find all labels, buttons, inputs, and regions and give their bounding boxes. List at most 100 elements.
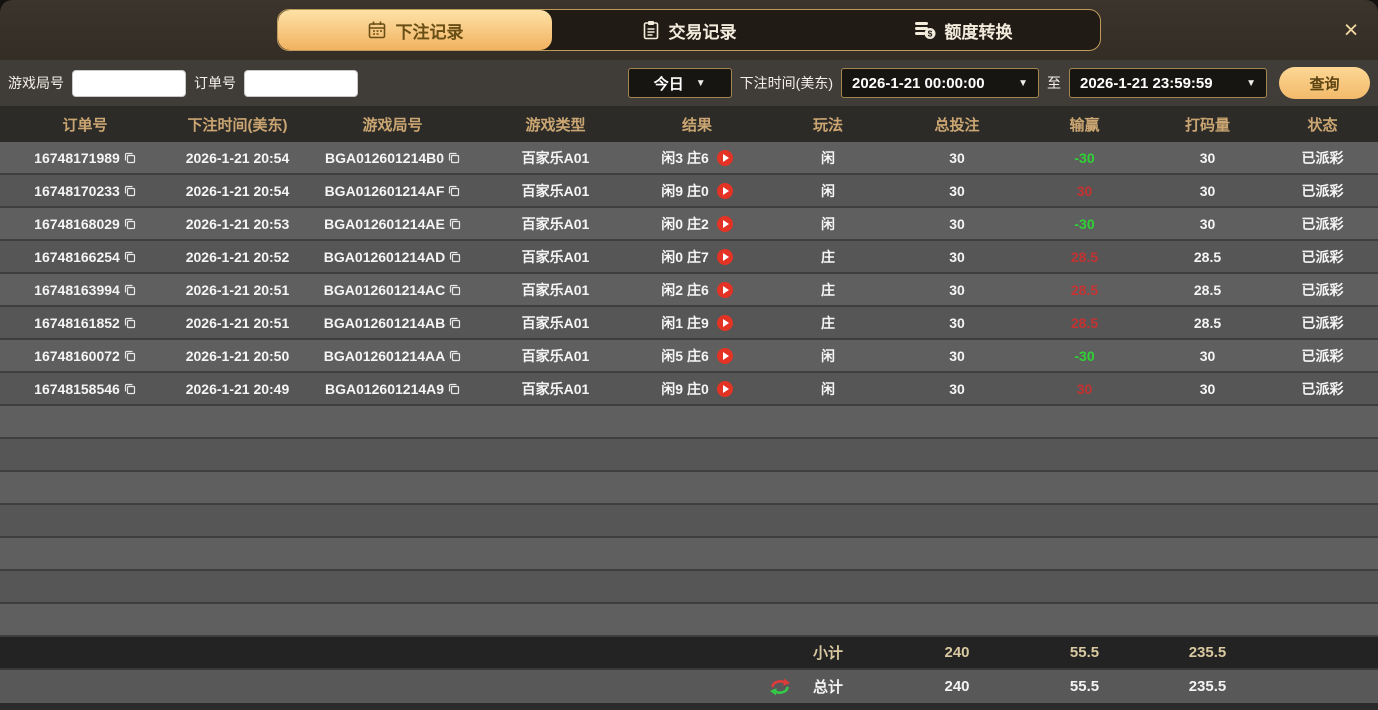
query-button[interactable]: 查询 — [1279, 67, 1370, 99]
round-no: BGA012601214AE — [324, 215, 445, 232]
win-loss: 28.5 — [1070, 248, 1099, 265]
result-text: 闲3 庄6 — [661, 149, 709, 166]
copy-icon[interactable] — [124, 383, 136, 395]
copy-icon[interactable] — [124, 251, 136, 263]
play-icon[interactable] — [716, 281, 733, 298]
tab-bet-records[interactable]: 下注记录 — [278, 10, 552, 50]
order-no: 16748171989 — [34, 149, 120, 166]
refresh-icon[interactable] — [769, 677, 791, 696]
copy-icon[interactable] — [448, 383, 460, 395]
win-loss: 30 — [1076, 380, 1093, 397]
status: 已派彩 — [1301, 182, 1344, 199]
time-from-select[interactable]: 2026-1-21 00:00:00 ▼ — [841, 68, 1039, 98]
play-icon[interactable] — [716, 380, 733, 397]
result-text: 闲0 庄2 — [661, 215, 709, 232]
round-no-cell: BGA012601214AB — [305, 307, 480, 338]
copy-icon[interactable] — [449, 350, 461, 362]
svg-text:$: $ — [927, 28, 932, 38]
total-bet: 30 — [949, 149, 965, 166]
order-no: 16748170233 — [34, 182, 120, 199]
play-icon[interactable] — [716, 347, 733, 364]
turnover: 30 — [1199, 215, 1216, 232]
coins-icon: $ — [914, 20, 936, 40]
round-no: BGA012601214AC — [323, 281, 446, 298]
play-icon[interactable] — [716, 149, 733, 166]
column-header-turnover: 打码量 — [1184, 116, 1230, 134]
turnover: 30 — [1199, 149, 1216, 166]
table-row: 16748166254 2026-1-21 20:52 BGA012601214… — [0, 241, 1378, 274]
total-bet: 30 — [949, 347, 965, 364]
result-cell: 闲3 庄6 — [631, 142, 763, 173]
bet-time: 2026-1-21 20:51 — [185, 281, 290, 298]
empty-row — [0, 472, 1378, 505]
column-header-total-bet: 总投注 — [934, 116, 980, 134]
copy-icon[interactable] — [124, 185, 136, 197]
total-bet: 30 — [949, 380, 965, 397]
column-header-result: 结果 — [681, 116, 712, 134]
copy-icon[interactable] — [124, 218, 136, 230]
copy-icon[interactable] — [448, 185, 460, 197]
copy-icon[interactable] — [124, 284, 136, 296]
copy-icon[interactable] — [449, 317, 461, 329]
play-icon[interactable] — [716, 215, 733, 232]
order-no-label: 订单号 — [194, 75, 236, 91]
play-icon[interactable] — [716, 182, 733, 199]
result-cell: 闲0 庄7 — [631, 241, 763, 272]
turnover: 30 — [1199, 380, 1216, 397]
turnover: 28.5 — [1193, 281, 1222, 298]
play-type: 闲 — [821, 215, 835, 232]
result-text: 闲0 庄7 — [661, 248, 709, 265]
calendar-icon — [367, 20, 387, 40]
tab-label: 额度转换 — [944, 22, 1013, 42]
play-icon[interactable] — [716, 314, 733, 331]
total-label: 总计 — [812, 679, 843, 696]
tab-group: 下注记录 交易记录 — [277, 9, 1101, 51]
order-no-cell: 16748170233 — [0, 175, 170, 206]
subtotal-turnover: 235.5 — [1188, 644, 1227, 661]
column-header-play: 玩法 — [812, 116, 843, 134]
tab-transaction-records[interactable]: 交易记录 — [552, 10, 826, 50]
empty-row — [0, 505, 1378, 538]
round-no-cell: BGA012601214AC — [305, 274, 480, 305]
game-round-input[interactable] — [72, 69, 186, 97]
bet-time: 2026-1-21 20:53 — [185, 215, 290, 232]
copy-icon[interactable] — [449, 218, 461, 230]
order-no-cell: 16748161852 — [0, 307, 170, 338]
round-no-cell: BGA012601214AA — [305, 340, 480, 371]
round-no: BGA012601214B0 — [324, 149, 445, 166]
filter-bar: 游戏局号 订单号 今日 ▼ 下注时间(美东) 2026-1-21 00:00:0… — [0, 60, 1378, 106]
table-row: 16748160072 2026-1-21 20:50 BGA012601214… — [0, 340, 1378, 373]
column-header-round-no: 游戏局号 — [362, 116, 423, 134]
time-to-select[interactable]: 2026-1-21 23:59:59 ▼ — [1069, 68, 1267, 98]
game-round-label: 游戏局号 — [8, 75, 64, 91]
table-row: 16748168029 2026-1-21 20:53 BGA012601214… — [0, 208, 1378, 241]
result-text: 闲1 庄9 — [661, 314, 709, 331]
copy-icon[interactable] — [449, 251, 461, 263]
table-header: 订单号 下注时间(美东) 游戏局号 游戏类型 结果 玩法 总投注 输赢 打码量 … — [0, 106, 1378, 142]
close-icon[interactable]: × — [1343, 16, 1359, 44]
order-no-cell: 16748158546 — [0, 373, 170, 404]
empty-row — [0, 604, 1378, 637]
subtotal-row: 小计 240 55.5 235.5 — [0, 637, 1378, 670]
play-icon[interactable] — [716, 248, 733, 265]
tab-label: 交易记录 — [668, 22, 737, 42]
play-type: 闲 — [821, 380, 835, 397]
result-text: 闲9 庄0 — [661, 380, 709, 397]
status: 已派彩 — [1301, 149, 1344, 166]
result-cell: 闲0 庄2 — [631, 208, 763, 239]
column-header-order-no: 订单号 — [62, 116, 108, 134]
copy-icon[interactable] — [124, 152, 136, 164]
order-no-input[interactable] — [244, 69, 358, 97]
play-type: 闲 — [821, 347, 835, 364]
quick-range-select[interactable]: 今日 ▼ — [627, 68, 732, 98]
copy-icon[interactable] — [448, 152, 460, 164]
play-type: 闲 — [821, 149, 835, 166]
game-type: 百家乐A01 — [521, 149, 590, 166]
copy-icon[interactable] — [449, 284, 461, 296]
copy-icon[interactable] — [124, 350, 136, 362]
copy-icon[interactable] — [124, 317, 136, 329]
result-text: 闲5 庄6 — [661, 347, 709, 364]
tab-quota-conversion[interactable]: $ 额度转换 — [826, 10, 1100, 50]
subtotal-win-loss: 55.5 — [1069, 644, 1100, 661]
order-no: 16748161852 — [34, 314, 120, 331]
